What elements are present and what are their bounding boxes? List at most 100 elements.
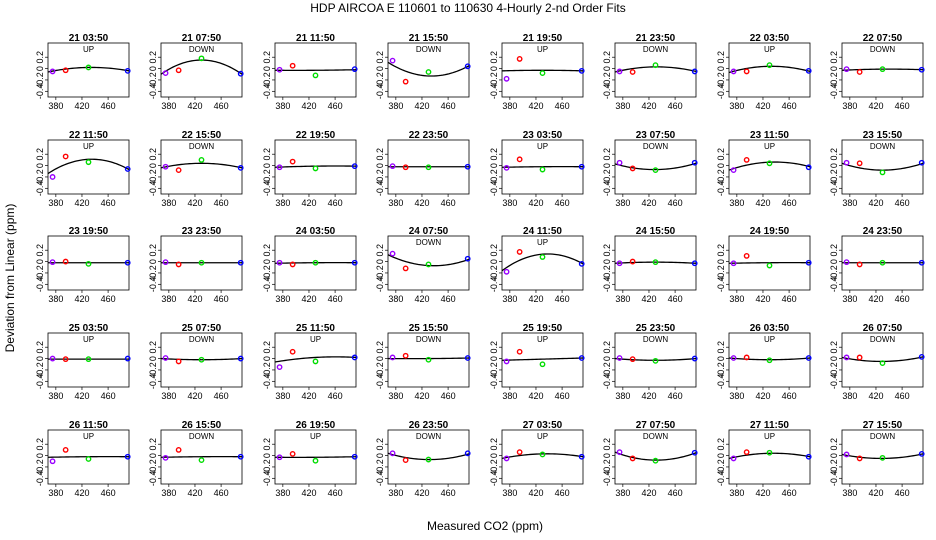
data-point (691, 68, 698, 75)
panel-frame (387, 429, 470, 485)
x-tick-label: 380 (615, 294, 630, 304)
panel-title: 22 15:50 (182, 130, 222, 141)
y-tick-label: 0.2 (262, 341, 272, 354)
y-tick-label: 0 (262, 259, 272, 264)
x-tick-label: 460 (782, 391, 797, 401)
fit-curve (274, 356, 357, 363)
y-tick-label: -0.2 (489, 362, 499, 378)
panel-direction-label: UP (83, 142, 94, 151)
y-tick-label: -0.4 (262, 471, 272, 487)
data-point (691, 159, 698, 166)
panel-title: 27 07:50 (636, 420, 676, 431)
y-tick-label: -0.4 (262, 277, 272, 293)
data-point (198, 457, 205, 464)
x-tick-label: 420 (868, 198, 883, 208)
y-tick-label: 0.2 (829, 244, 839, 257)
x-tick-label: 380 (729, 391, 744, 401)
panel-direction-label: UP (310, 432, 321, 441)
y-tick-label: -0.2 (35, 459, 45, 475)
x-tick-label: 380 (388, 198, 403, 208)
data-point (312, 72, 319, 79)
fit-curve (728, 452, 811, 460)
data-point (276, 454, 283, 461)
panel-frame (47, 42, 130, 98)
y-tick-label: -0.4 (602, 374, 612, 390)
fit-curve (501, 357, 584, 361)
x-tick-label: 420 (74, 198, 89, 208)
data-point (766, 357, 773, 364)
panel: 24 19:50 380 420 460 -0.4-0.20 0.2 (716, 226, 812, 304)
y-tick-label: 0 (716, 356, 726, 361)
figure-title: HDP AIRCOA E 110601 to 110630 4-Hourly 2… (310, 1, 626, 15)
y-tick-label: -0.2 (262, 362, 272, 378)
data-point (49, 174, 56, 180)
x-tick-label: 380 (161, 101, 176, 111)
y-tick-label: -0.2 (375, 72, 385, 88)
x-tick-label: 460 (895, 101, 910, 111)
x-tick-label: 460 (555, 391, 570, 401)
y-tick-label: -0.2 (716, 459, 726, 475)
y-tick-label: -0.2 (148, 265, 158, 281)
data-point (312, 259, 319, 266)
data-point (276, 259, 283, 266)
data-point (289, 62, 296, 69)
panel-direction-label: DOWN (643, 432, 669, 441)
data-point (124, 67, 131, 74)
data-point (175, 358, 182, 365)
panel-direction-label: UP (537, 45, 548, 54)
fit-curve (614, 261, 697, 264)
panel-frame (501, 235, 584, 291)
data-point (743, 156, 750, 163)
panel: 22 23:50 380 420 460 -0.4-0.20 0.2 (375, 130, 471, 208)
y-tick-label: 0 (375, 66, 385, 71)
data-point (351, 354, 358, 361)
x-tick-label: 380 (48, 101, 63, 111)
x-tick-label: 460 (441, 198, 456, 208)
x-tick-label: 380 (388, 294, 403, 304)
data-point (237, 164, 244, 171)
x-tick-label: 460 (214, 488, 229, 498)
data-point (276, 164, 283, 171)
data-point (766, 449, 773, 456)
y-tick-label: -0.4 (829, 277, 839, 293)
data-point (879, 454, 886, 461)
data-point (516, 449, 523, 456)
data-point (62, 446, 69, 453)
fit-curve (841, 68, 924, 71)
y-tick-label: -0.2 (375, 169, 385, 185)
panel-direction-label: DOWN (189, 432, 215, 441)
x-tick-label: 420 (641, 488, 656, 498)
panel-title: 27 15:50 (863, 420, 903, 431)
y-tick-label: -0.4 (829, 471, 839, 487)
y-tick-label: 0.2 (716, 438, 726, 451)
data-point (124, 355, 131, 362)
x-tick-label: 380 (729, 198, 744, 208)
y-tick-label: -0.4 (716, 471, 726, 487)
x-tick-label: 420 (187, 391, 202, 401)
data-point (389, 250, 396, 257)
x-tick-label: 380 (615, 391, 630, 401)
panel-title: 27 03:50 (523, 420, 563, 431)
panel-title: 26 19:50 (296, 420, 336, 431)
data-point (578, 453, 585, 460)
y-tick-label: -0.2 (602, 265, 612, 281)
y-tick-label: -0.2 (602, 169, 612, 185)
data-point (402, 78, 409, 85)
x-tick-label: 380 (275, 391, 290, 401)
data-point (175, 261, 182, 268)
x-tick-label: 460 (782, 101, 797, 111)
y-tick-label: 0 (602, 453, 612, 458)
panel-title: 24 23:50 (863, 226, 903, 237)
data-point (843, 354, 850, 361)
data-point (652, 357, 659, 364)
data-point (918, 159, 925, 166)
x-tick-label: 380 (275, 101, 290, 111)
x-tick-label: 460 (328, 391, 343, 401)
x-tick-label: 420 (301, 294, 316, 304)
y-tick-label: -0.4 (602, 181, 612, 197)
panel-title: 23 19:50 (69, 226, 109, 237)
x-tick-label: 420 (528, 101, 543, 111)
